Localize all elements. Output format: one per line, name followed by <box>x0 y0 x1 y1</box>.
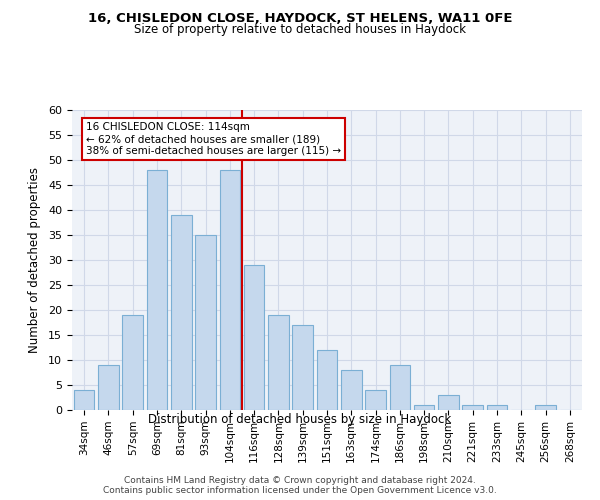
Bar <box>122 315 143 410</box>
Bar <box>317 350 337 410</box>
Bar <box>171 215 191 410</box>
Bar <box>414 405 434 410</box>
Text: Size of property relative to detached houses in Haydock: Size of property relative to detached ho… <box>134 22 466 36</box>
Bar <box>487 405 508 410</box>
Y-axis label: Number of detached properties: Number of detached properties <box>28 167 41 353</box>
Bar <box>195 235 216 410</box>
Bar <box>146 170 167 410</box>
Bar <box>292 325 313 410</box>
Text: 16 CHISLEDON CLOSE: 114sqm
← 62% of detached houses are smaller (189)
38% of sem: 16 CHISLEDON CLOSE: 114sqm ← 62% of deta… <box>86 122 341 156</box>
Bar <box>220 170 240 410</box>
Bar <box>389 365 410 410</box>
Bar <box>463 405 483 410</box>
Bar <box>341 370 362 410</box>
Text: Contains HM Land Registry data © Crown copyright and database right 2024.
Contai: Contains HM Land Registry data © Crown c… <box>103 476 497 495</box>
Text: Distribution of detached houses by size in Haydock: Distribution of detached houses by size … <box>148 412 452 426</box>
Bar <box>74 390 94 410</box>
Bar <box>244 265 265 410</box>
Bar <box>268 315 289 410</box>
Bar <box>438 395 459 410</box>
Bar <box>98 365 119 410</box>
Bar <box>535 405 556 410</box>
Bar <box>365 390 386 410</box>
Text: 16, CHISLEDON CLOSE, HAYDOCK, ST HELENS, WA11 0FE: 16, CHISLEDON CLOSE, HAYDOCK, ST HELENS,… <box>88 12 512 26</box>
